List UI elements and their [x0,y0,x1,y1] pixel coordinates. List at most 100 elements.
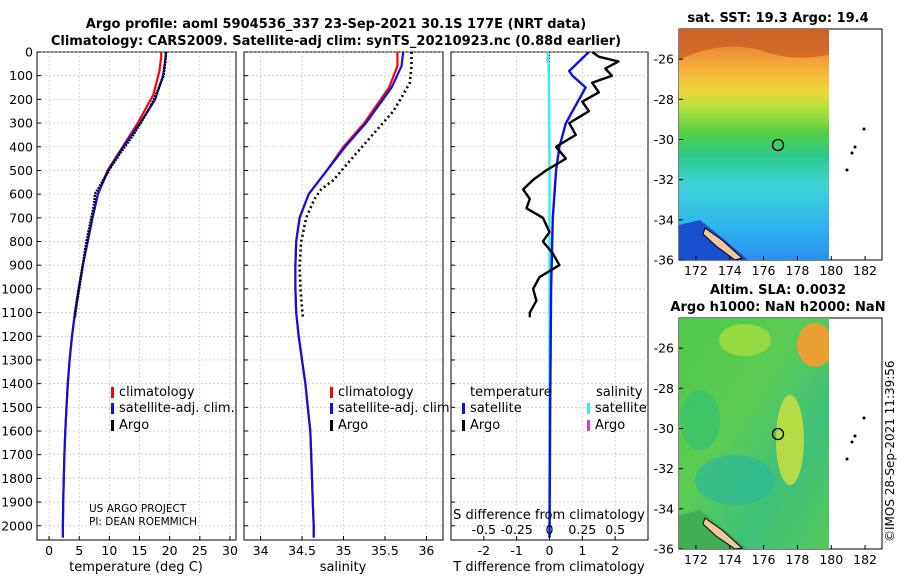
salinity-difference-ticks: -0.5 -0.25 0 0.25 0.5 [472,522,625,537]
x-tick-label: 0 [45,543,53,558]
depth-tick-label: 0 [25,45,33,60]
temperature-x-ticks: 0 5 10 15 20 25 30 [45,536,238,558]
legend-argo-swatch [330,420,333,431]
lon-tick-label: 178 [785,263,809,278]
difference-legend: temperature salinity satellite Argo sate… [462,385,647,433]
x-tick-label: 35 [336,543,352,558]
legend-satellite-swatch [111,403,114,414]
sla-high-patch [719,324,771,356]
x-tick-label: 15 [132,543,148,558]
x-tick-label: 25 [192,543,208,558]
lon-tick-label: 180 [819,263,843,278]
legend-temperature-header: temperature [470,385,552,400]
sst-field [679,29,829,260]
sst-field-gradient [679,29,829,260]
depth-tick-label: 300 [9,116,33,131]
sla-map-title-1: Altim. SLA: 0.0032 [710,283,846,298]
sst-y-ticks: -26 -28 -30 -32 -34 -36 [654,52,683,268]
lat-tick-label: -30 [654,132,674,147]
sla-island-dots [845,416,866,461]
legend-t-satellite: satellite [470,401,522,416]
difference-x-ticks: -2 -1 0 1 2 [478,536,619,558]
s-diff-tick-label: 0.25 [568,522,596,537]
island-dot [845,457,849,461]
depth-tick-label: 400 [9,139,33,154]
sla-field [679,318,829,549]
depth-tick-label: 100 [9,68,33,83]
legend-t-argo-swatch [462,420,465,431]
legend-s-argo: Argo [595,418,625,433]
x-tick-label: -1 [510,543,522,558]
t-satellite-line [548,51,590,538]
x-tick-label: -2 [478,543,490,558]
s-diff-tick-label: -0.25 [500,522,532,537]
legend-satellite: satellite-adj. clim. [119,401,235,416]
depth-tick-label: 1000 [1,281,33,296]
sst-x-ticks: 172 174 176 178 180 182 [684,256,877,278]
sla-map-title-2: Argo h1000: NaN h2000: NaN [670,300,885,315]
sst-island-dots [845,127,866,172]
depth-tick-label: 1400 [1,376,33,391]
depth-tick-label: 800 [9,234,33,249]
lat-tick-label: -34 [654,212,674,227]
depth-ticks: 0 100 200 300 400 500 600 700 800 900 1000 1100 1200… [1,45,41,533]
island-dot [853,145,857,149]
island-dot [853,434,857,438]
depth-tick-label: 1800 [1,471,33,486]
sla-coast [702,517,744,549]
island-dot [845,168,849,172]
legend-climatology: climatology [338,385,414,400]
legend-argo-swatch [111,420,114,431]
title-line-1: Argo profile: aoml 5904536_337 23-Sep-20… [86,17,586,32]
legend-salinity-header: salinity [596,385,643,400]
x-tick-label: 0 [546,543,554,558]
temperature-axes-box [36,51,237,541]
lat-tick-label: -28 [654,381,674,396]
s-diff-tick-label: 0 [546,522,554,537]
depth-tick-label: 900 [9,258,33,273]
sst-coast [702,227,744,260]
x-tick-label: 5 [75,543,83,558]
sla-x-ticks: 172 174 176 178 180 182 [684,545,877,567]
salinity-panel: 34 34.5 35 35.5 36 salinity climatology sate… [243,51,454,575]
lat-tick-label: -36 [654,542,674,557]
s-difference-label: S difference from climatology [453,508,645,523]
lon-tick-label: 176 [752,263,776,278]
legend-satellite: satellite-adj. clim. [338,401,454,416]
x-tick-label: 30 [222,543,238,558]
legend-s-satellite: satellite [595,401,647,416]
depth-tick-label: 1500 [1,400,33,415]
salinity-xlabel: salinity [320,560,367,575]
salinity-grid [244,51,443,540]
depth-tick-label: 1300 [1,352,33,367]
x-tick-label: 35.5 [371,543,399,558]
salinity-lines [294,51,413,538]
lon-tick-label: 172 [684,263,708,278]
lat-tick-label: -30 [654,421,674,436]
legend-climatology-swatch [330,387,333,398]
t-difference-label: T difference from climatology [452,560,645,575]
depth-tick-label: 1100 [1,305,33,320]
lon-tick-label: 174 [718,552,742,567]
project-note-2: PI: DEAN ROEMMICH [89,516,197,528]
depth-tick-label: 500 [9,163,33,178]
depth-tick-label: 1900 [1,495,33,510]
sla-argo-marker [771,427,785,441]
sla-low-patch [695,455,775,505]
lon-tick-label: 172 [684,552,708,567]
x-tick-label: 36 [418,543,434,558]
depth-tick-label: 200 [9,92,33,107]
temperature-lines [61,51,168,538]
difference-panel: -2 -1 0 1 2 -0.5 -0.25 0 0.25 0.5 S difference f… [450,51,649,575]
sla-low-patch [680,390,720,450]
sst-warm-patch [679,29,829,60]
s-diff-tick-label: 0.5 [605,522,625,537]
depth-tick-label: 2000 [1,518,33,533]
depth-tick-label: 1700 [1,447,33,462]
x-tick-label: 10 [101,543,117,558]
legend-satellite-swatch [330,403,333,414]
lon-tick-label: 176 [752,552,776,567]
lat-tick-label: -26 [654,341,674,356]
sst-map: sat. SST: 19.3 Argo: 19.4 172 174 176 178 18… [654,11,883,278]
